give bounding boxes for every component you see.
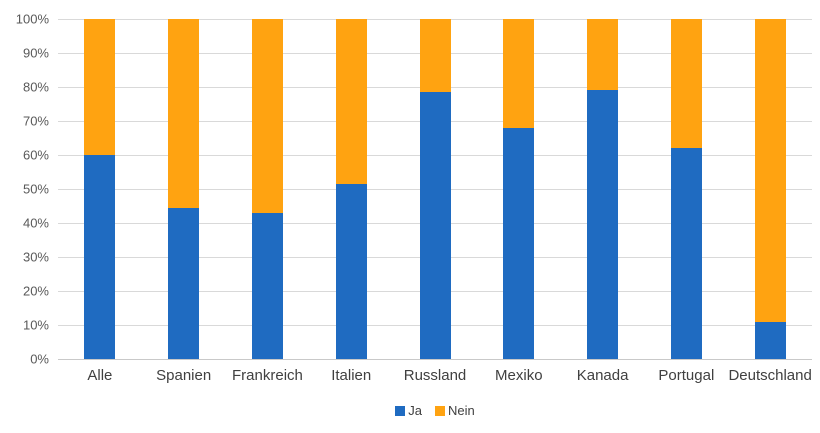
x-axis-label-kanada: Kanada [576, 367, 629, 384]
y-axis-tick-label: 90% [22, 45, 49, 61]
legend-label-ja: Ja [408, 403, 422, 418]
bar-segment-russland-ja [419, 92, 451, 359]
bar-segment-frankreich-ja [251, 212, 283, 359]
bar-segment-mexiko-ja [503, 127, 535, 359]
legend: Ja Nein [58, 403, 812, 418]
x-axis-label-alle: Alle [87, 367, 113, 384]
bar-segment-alle-nein [84, 19, 116, 155]
x-axis-label-spanien: Spanien [156, 367, 212, 384]
y-axis-tick-label: 30% [22, 249, 49, 265]
y-axis-tick-label: 80% [22, 79, 49, 95]
bar-portugal [670, 19, 702, 359]
y-axis-tick-label: 60% [22, 147, 49, 163]
x-axis-label-mexiko: Mexiko [495, 367, 543, 384]
bar-segment-russland-nein [419, 19, 451, 93]
bar-segment-spanien-nein [168, 19, 200, 208]
legend-label-nein: Nein [447, 403, 475, 418]
bar-segment-portugal-nein [670, 19, 702, 149]
y-axis-tick-label: 50% [22, 181, 49, 197]
y-axis-tick-label: 10% [22, 317, 49, 333]
bar-segment-kanada-ja [587, 90, 619, 359]
bar-series-container [58, 19, 812, 359]
legend-swatch-ja [395, 405, 406, 416]
bar-segment-portugal-ja [670, 148, 702, 359]
bar-segment-deutschland-nein [754, 19, 786, 322]
x-axis-label-italien: Italien [331, 367, 372, 384]
bar-column-spanien [142, 19, 226, 359]
bar-column-kanada [561, 19, 645, 359]
x-axis-label-portugal: Portugal [658, 367, 715, 384]
bar-frankreich [251, 19, 283, 359]
plot-area: 0% 10% 20% 30% 40% 50% 60% 70% 80% 90% 100% [16, 13, 812, 366]
y-axis-tick-label: 70% [22, 113, 49, 129]
bar-column-russland [393, 19, 477, 359]
x-axis: Alle Spanien Frankreich Italien Russland Mexi… [58, 367, 812, 385]
bar-segment-mexiko-nein [503, 19, 535, 128]
bar-column-portugal [644, 19, 728, 359]
bar-column-italien [309, 19, 393, 359]
x-axis-label-russland: Russland [403, 367, 467, 384]
bar-segment-italien-nein [335, 19, 367, 184]
y-axis-tick-label: 20% [22, 283, 49, 299]
bar-kanada [587, 19, 619, 359]
legend-item-nein: Nein [434, 403, 475, 418]
legend-swatch-nein [434, 405, 445, 416]
bar-mexiko [503, 19, 535, 359]
y-axis-tick-label: 40% [22, 215, 49, 231]
legend-item-ja: Ja [395, 403, 422, 418]
bar-segment-alle-ja [84, 155, 116, 359]
x-axis-label-frankreich: Frankreich [232, 367, 303, 384]
bar-italien [335, 19, 367, 359]
x-axis-baseline [58, 358, 812, 360]
x-axis-label-deutschland: Deutschland [728, 367, 812, 384]
bar-alle [84, 19, 116, 359]
bar-spanien [168, 19, 200, 359]
bar-segment-frankreich-nein [251, 19, 283, 213]
bar-russland [419, 19, 451, 359]
bar-column-frankreich [226, 19, 310, 359]
bar-column-alle [58, 19, 142, 359]
y-axis-tick-label: 100% [15, 11, 49, 27]
bar-segment-italien-ja [335, 183, 367, 359]
bar-column-deutschland [728, 19, 812, 359]
bar-segment-spanien-ja [168, 207, 200, 359]
bar-segment-deutschland-ja [754, 321, 786, 359]
bar-segment-kanada-nein [587, 19, 619, 91]
y-axis-tick-label: 0% [30, 351, 49, 367]
bar-deutschland [754, 19, 786, 359]
bar-column-mexiko [477, 19, 561, 359]
